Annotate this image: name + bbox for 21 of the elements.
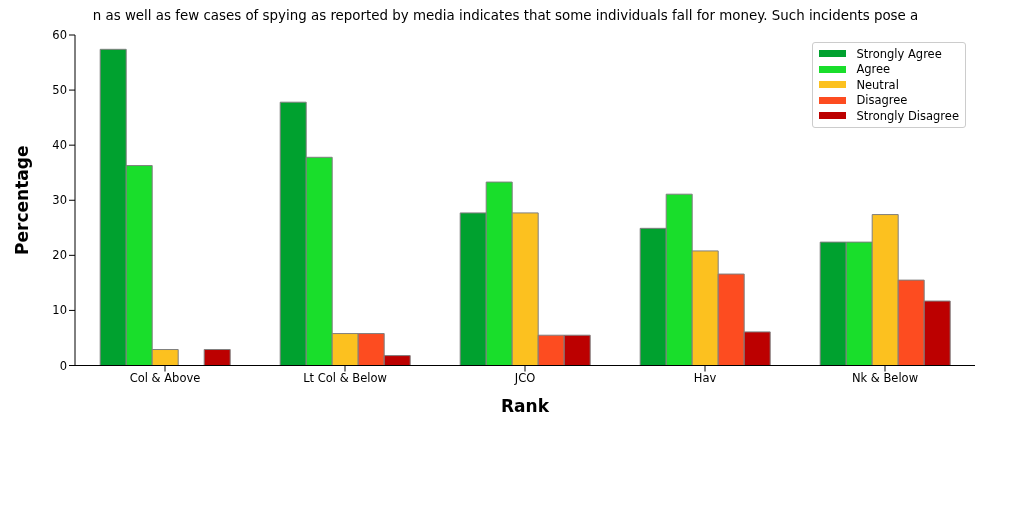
legend-label: Strongly Agree bbox=[856, 46, 942, 61]
chart-title: n as well as few cases of spying as reported by media indicates that some individuals fall for money. Such incidents pose a bbox=[91, 8, 920, 23]
y-tick-label: 40 bbox=[52, 138, 67, 153]
legend-label: Neutral bbox=[856, 77, 899, 92]
y-tick-label: 0 bbox=[59, 358, 67, 373]
y-tick-label: 20 bbox=[52, 248, 67, 263]
x-tick-label: Lt Col & Below bbox=[303, 370, 387, 385]
x-axis-title: Rank bbox=[501, 395, 550, 416]
x-tick-label: Nk & Below bbox=[851, 370, 919, 385]
legend-label: Strongly Disagree bbox=[856, 108, 959, 123]
legend-label: Disagree bbox=[856, 93, 908, 108]
x-tick-label: Hav bbox=[693, 370, 717, 385]
y-tick-label: 10 bbox=[52, 303, 67, 318]
y-tick-label: 60 bbox=[52, 28, 67, 43]
y-tick-label: 30 bbox=[52, 193, 67, 208]
y-tick-label: 50 bbox=[52, 83, 67, 98]
x-tick-label: Col & Above bbox=[129, 370, 201, 385]
bar bbox=[203, 349, 231, 366]
legend-label: Agree bbox=[856, 62, 891, 77]
x-tick-label: JCO bbox=[513, 370, 536, 385]
y-axis-title: Percentage bbox=[12, 145, 33, 255]
